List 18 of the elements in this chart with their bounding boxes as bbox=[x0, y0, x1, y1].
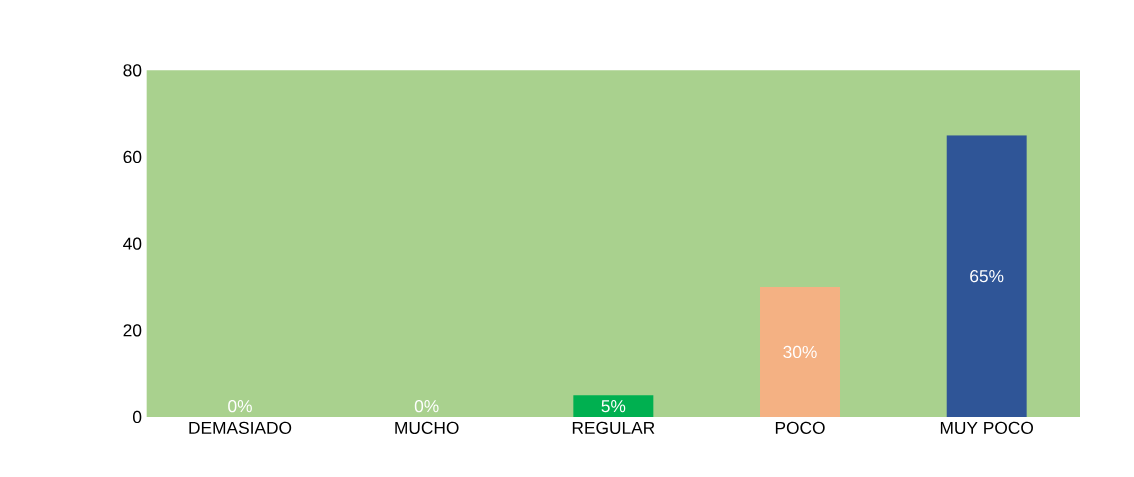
data-label: 5% bbox=[601, 400, 626, 413]
x-tick-label: MUY POCO bbox=[940, 421, 1034, 434]
bar bbox=[946, 135, 1027, 417]
bar bbox=[573, 395, 654, 417]
data-label: 0% bbox=[414, 400, 439, 413]
data-label: 0% bbox=[228, 400, 252, 413]
bar bbox=[760, 286, 840, 417]
y-tick-label: 40 bbox=[123, 237, 142, 250]
data-label: 30% bbox=[783, 345, 817, 359]
y-tick-label: 0 bbox=[133, 410, 142, 424]
y-tick-label: 80 bbox=[123, 64, 142, 77]
x-tick-label: POCO bbox=[775, 421, 825, 434]
x-tick-label: DEMASIADO bbox=[189, 421, 292, 434]
x-tick-label: REGULAR bbox=[572, 421, 655, 434]
data-label: 65% bbox=[970, 270, 1004, 283]
y-tick-label: 60 bbox=[123, 150, 142, 164]
x-tick-label: MUCHO bbox=[395, 421, 459, 434]
y-tick-label: 20 bbox=[123, 324, 142, 337]
